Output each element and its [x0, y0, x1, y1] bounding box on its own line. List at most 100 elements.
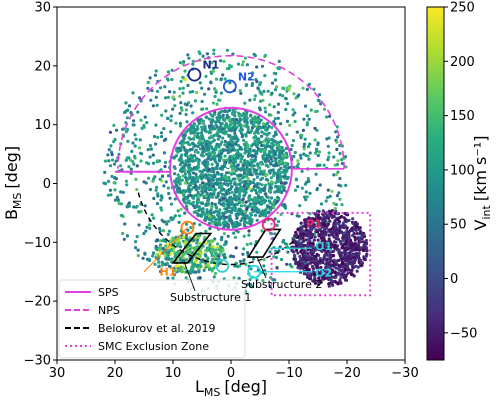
- data-point: [143, 204, 147, 208]
- data-point: [155, 248, 159, 252]
- data-point: [229, 211, 234, 215]
- data-point: [164, 239, 168, 244]
- data-point: [135, 187, 139, 192]
- data-point: [195, 241, 199, 245]
- data-point: [230, 190, 234, 194]
- data-point: [212, 52, 216, 56]
- data-point: [185, 120, 189, 124]
- data-point: [265, 133, 269, 137]
- data-point: [225, 145, 229, 149]
- data-point: [232, 182, 237, 186]
- data-point: [193, 166, 197, 170]
- data-point: [211, 101, 215, 105]
- data-point: [327, 284, 331, 288]
- data-point: [301, 224, 305, 229]
- data-point: [147, 258, 152, 263]
- data-point: [239, 131, 243, 135]
- data-point: [193, 184, 197, 188]
- data-point: [318, 256, 322, 261]
- data-point: [154, 244, 158, 249]
- data-point: [168, 239, 172, 243]
- data-point: [206, 162, 210, 166]
- data-point: [201, 146, 205, 150]
- data-point: [134, 246, 138, 250]
- data-point: [210, 157, 214, 161]
- data-point: [304, 228, 309, 232]
- data-point: [149, 147, 153, 151]
- data-point: [213, 202, 217, 206]
- data-point: [223, 130, 227, 134]
- data-point: [180, 153, 184, 157]
- data-point: [240, 212, 244, 216]
- data-point: [261, 211, 265, 215]
- data-point: [167, 264, 172, 268]
- data-point: [217, 201, 221, 205]
- data-point: [181, 174, 185, 178]
- data-point: [246, 127, 250, 131]
- data-point: [234, 224, 238, 228]
- data-point: [266, 178, 270, 182]
- data-point: [334, 209, 338, 213]
- data-point: [316, 98, 320, 102]
- data-point: [298, 153, 303, 157]
- data-point: [273, 199, 277, 203]
- data-point: [225, 207, 229, 211]
- data-point: [277, 189, 281, 193]
- data-point: [212, 48, 216, 52]
- data-point: [284, 151, 288, 155]
- region-overlays: [115, 54, 372, 297]
- y-tick-label: −20: [24, 295, 51, 310]
- data-point: [238, 89, 242, 93]
- data-point: [285, 119, 290, 123]
- data-point: [191, 111, 195, 115]
- data-point: [248, 194, 252, 198]
- data-point: [233, 128, 237, 132]
- data-point: [157, 260, 161, 264]
- data-point: [329, 275, 333, 279]
- data-point: [228, 214, 232, 218]
- data-point: [272, 205, 276, 209]
- data-point: [210, 61, 214, 65]
- x-axis-ticks: 30 20 10 0 −10 −20 −30: [49, 360, 419, 381]
- data-point: [234, 246, 238, 250]
- data-point: [343, 259, 348, 263]
- data-point: [319, 102, 323, 106]
- data-point: [135, 204, 139, 208]
- data-point: [349, 249, 353, 253]
- data-point: [328, 228, 332, 232]
- data-point: [180, 139, 184, 143]
- data-point: [340, 203, 344, 207]
- data-point: [307, 117, 311, 121]
- data-point: [319, 202, 324, 206]
- data-point: [352, 231, 356, 236]
- data-point: [242, 234, 246, 238]
- data-point: [203, 92, 207, 96]
- data-point: [168, 90, 172, 94]
- data-point: [169, 119, 173, 123]
- data-point: [207, 87, 211, 91]
- data-point: [218, 184, 222, 188]
- data-point: [321, 230, 326, 234]
- data-point: [214, 195, 218, 199]
- data-point: [198, 276, 202, 280]
- data-point: [332, 258, 336, 262]
- data-point: [327, 155, 331, 159]
- data-point: [151, 153, 155, 157]
- data-point: [201, 54, 205, 58]
- data-point: [216, 192, 220, 196]
- data-point: [232, 111, 236, 115]
- data-point: [343, 256, 348, 260]
- data-point: [251, 116, 255, 121]
- data-point: [151, 104, 155, 108]
- data-point: [147, 176, 151, 180]
- data-point: [255, 80, 259, 84]
- data-point: [347, 242, 351, 246]
- data-point: [346, 213, 350, 217]
- data-point: [260, 64, 265, 68]
- data-point: [124, 130, 128, 134]
- colorbar-gradient: [426, 6, 445, 361]
- annotation-substructure-1: Substructure 1: [170, 291, 251, 304]
- data-point: [323, 216, 327, 220]
- data-point: [302, 147, 306, 151]
- data-point: [133, 133, 137, 137]
